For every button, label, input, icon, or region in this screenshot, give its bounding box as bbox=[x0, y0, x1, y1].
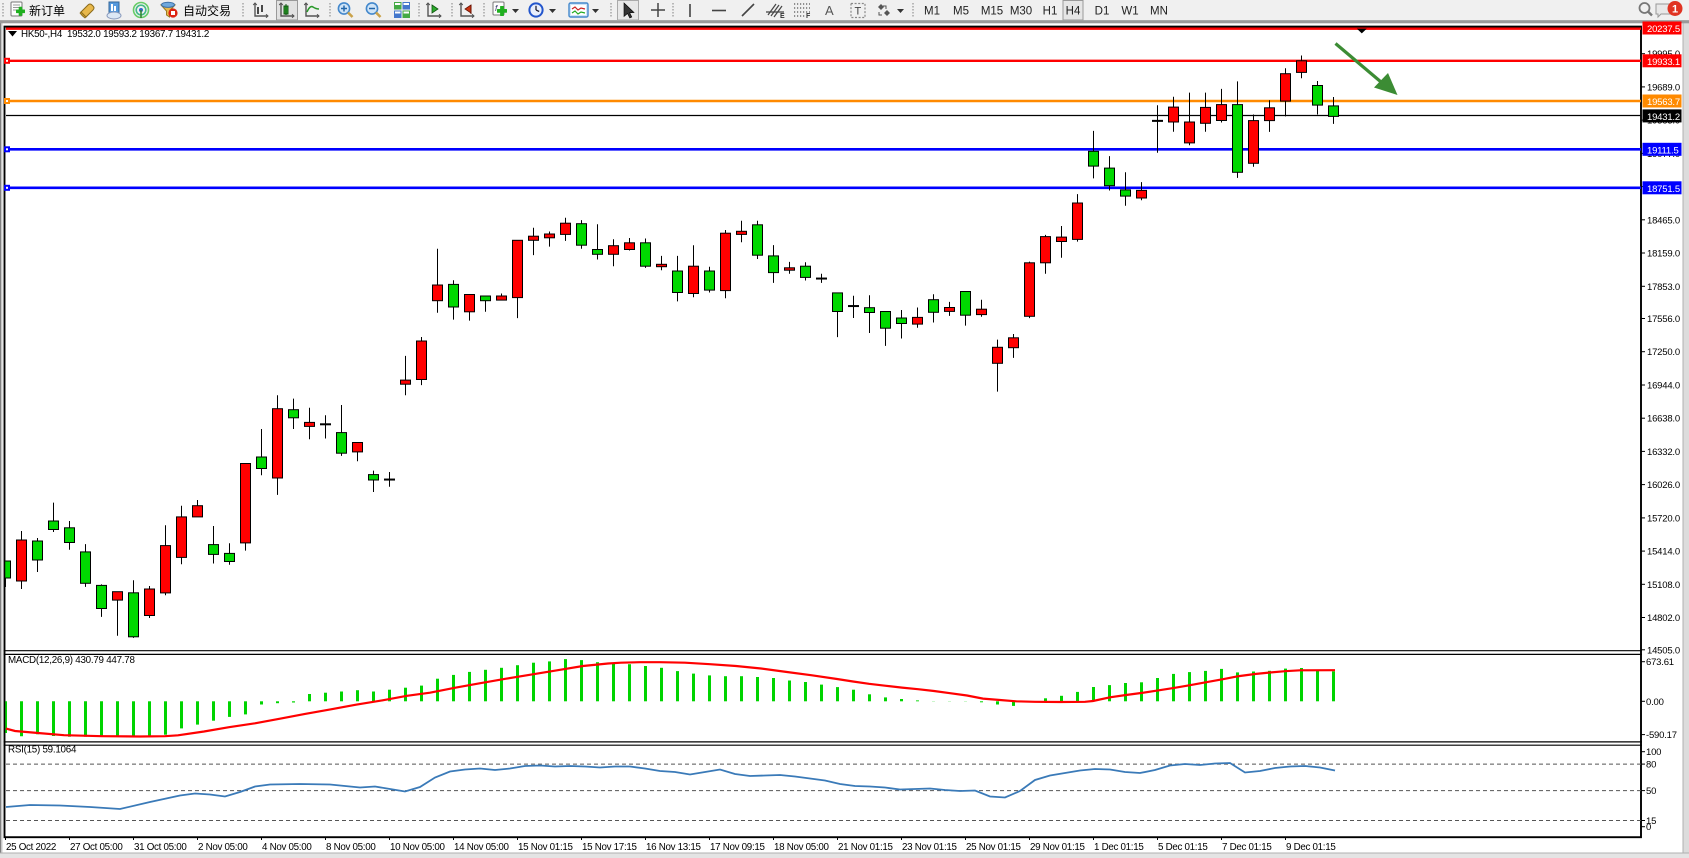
svg-text:17556.0: 17556.0 bbox=[1647, 314, 1680, 325]
svg-text:0: 0 bbox=[1646, 822, 1651, 833]
svg-text:-590.17: -590.17 bbox=[1646, 730, 1677, 741]
svg-text:MACD(12,26,9) 430.79 447.78: MACD(12,26,9) 430.79 447.78 bbox=[8, 655, 135, 666]
svg-text:M15: M15 bbox=[981, 6, 1003, 18]
svg-text:E: E bbox=[780, 13, 785, 20]
svg-text:18751.5: 18751.5 bbox=[1647, 184, 1680, 195]
svg-text:100: 100 bbox=[1646, 747, 1661, 758]
svg-text:19431.2: 19431.2 bbox=[1647, 112, 1680, 123]
svg-text:5 Dec 01:15: 5 Dec 01:15 bbox=[1158, 842, 1208, 853]
svg-text:15 Nov 17:15: 15 Nov 17:15 bbox=[582, 842, 638, 853]
svg-text:新订单: 新订单 bbox=[29, 3, 65, 18]
svg-text:A: A bbox=[825, 3, 834, 18]
svg-text:23 Nov 01:15: 23 Nov 01:15 bbox=[902, 842, 958, 853]
svg-text:14505.0: 14505.0 bbox=[1647, 645, 1680, 656]
svg-text:H4: H4 bbox=[1066, 6, 1081, 18]
svg-text:D1: D1 bbox=[1095, 6, 1110, 18]
svg-text:MN: MN bbox=[1150, 6, 1168, 18]
svg-text:M30: M30 bbox=[1010, 6, 1032, 18]
svg-text:31 Oct 05:00: 31 Oct 05:00 bbox=[134, 842, 187, 853]
svg-text:17853.0: 17853.0 bbox=[1647, 282, 1680, 293]
svg-text:27 Oct 05:00: 27 Oct 05:00 bbox=[70, 842, 123, 853]
svg-text:17250.0: 17250.0 bbox=[1647, 347, 1680, 358]
svg-text:M5: M5 bbox=[953, 6, 969, 18]
svg-text:2 Nov 05:00: 2 Nov 05:00 bbox=[198, 842, 248, 853]
svg-text:19111.5: 19111.5 bbox=[1647, 145, 1679, 156]
svg-text:19933.1: 19933.1 bbox=[1647, 57, 1680, 68]
svg-text:50: 50 bbox=[1646, 786, 1656, 797]
svg-text:21 Nov 01:15: 21 Nov 01:15 bbox=[838, 842, 894, 853]
svg-text:4 Nov 05:00: 4 Nov 05:00 bbox=[262, 842, 312, 853]
svg-text:25 Nov 01:15: 25 Nov 01:15 bbox=[966, 842, 1022, 853]
svg-text:F: F bbox=[806, 13, 811, 20]
svg-text:19563.7: 19563.7 bbox=[1647, 97, 1680, 108]
svg-text:15 Nov 01:15: 15 Nov 01:15 bbox=[518, 842, 574, 853]
svg-text:8 Nov 05:00: 8 Nov 05:00 bbox=[326, 842, 376, 853]
svg-text:10 Nov 05:00: 10 Nov 05:00 bbox=[390, 842, 446, 853]
svg-text:15: 15 bbox=[1646, 816, 1656, 827]
svg-text:16332.0: 16332.0 bbox=[1647, 447, 1680, 458]
svg-text:HK50-,H4 19532.0 19593.2 1936: HK50-,H4 19532.0 19593.2 19367.7 19431.2 bbox=[21, 29, 209, 40]
svg-text:17 Nov 09:15: 17 Nov 09:15 bbox=[710, 842, 766, 853]
svg-text:RSI(15) 59.1064: RSI(15) 59.1064 bbox=[8, 745, 77, 756]
svg-text:15414.0: 15414.0 bbox=[1647, 547, 1680, 558]
svg-text:18465.0: 18465.0 bbox=[1647, 215, 1680, 226]
svg-text:1: 1 bbox=[1672, 4, 1678, 16]
svg-text:M1: M1 bbox=[924, 6, 940, 18]
svg-text:W1: W1 bbox=[1121, 6, 1138, 18]
svg-text:18159.0: 18159.0 bbox=[1647, 249, 1680, 260]
svg-text:16638.0: 16638.0 bbox=[1647, 414, 1680, 425]
svg-text:9 Dec 01:15: 9 Dec 01:15 bbox=[1286, 842, 1336, 853]
svg-text:16944.0: 16944.0 bbox=[1647, 381, 1680, 392]
svg-text:1 Dec 01:15: 1 Dec 01:15 bbox=[1094, 842, 1144, 853]
svg-text:0.00: 0.00 bbox=[1646, 697, 1664, 708]
svg-text:14 Nov 05:00: 14 Nov 05:00 bbox=[454, 842, 510, 853]
svg-text:673.61: 673.61 bbox=[1646, 657, 1674, 668]
svg-text:16 Nov 13:15: 16 Nov 13:15 bbox=[646, 842, 702, 853]
svg-text:29 Nov 01:15: 29 Nov 01:15 bbox=[1030, 842, 1086, 853]
svg-text:80: 80 bbox=[1646, 760, 1656, 771]
svg-text:7 Dec 01:15: 7 Dec 01:15 bbox=[1222, 842, 1272, 853]
svg-text:15108.0: 15108.0 bbox=[1647, 580, 1680, 591]
svg-text:f: f bbox=[495, 4, 498, 13]
svg-text:18 Nov 05:00: 18 Nov 05:00 bbox=[774, 842, 830, 853]
svg-text:T: T bbox=[855, 6, 862, 18]
svg-text:H1: H1 bbox=[1043, 6, 1058, 18]
svg-text:16026.0: 16026.0 bbox=[1647, 480, 1680, 491]
svg-text:25 Oct 2022: 25 Oct 2022 bbox=[6, 842, 56, 853]
svg-text:自动交易: 自动交易 bbox=[183, 3, 231, 18]
svg-text:19689.0: 19689.0 bbox=[1647, 82, 1680, 93]
svg-text:14802.0: 14802.0 bbox=[1647, 613, 1680, 624]
svg-text:20237.5: 20237.5 bbox=[1647, 24, 1680, 35]
svg-text:15720.0: 15720.0 bbox=[1647, 513, 1680, 524]
